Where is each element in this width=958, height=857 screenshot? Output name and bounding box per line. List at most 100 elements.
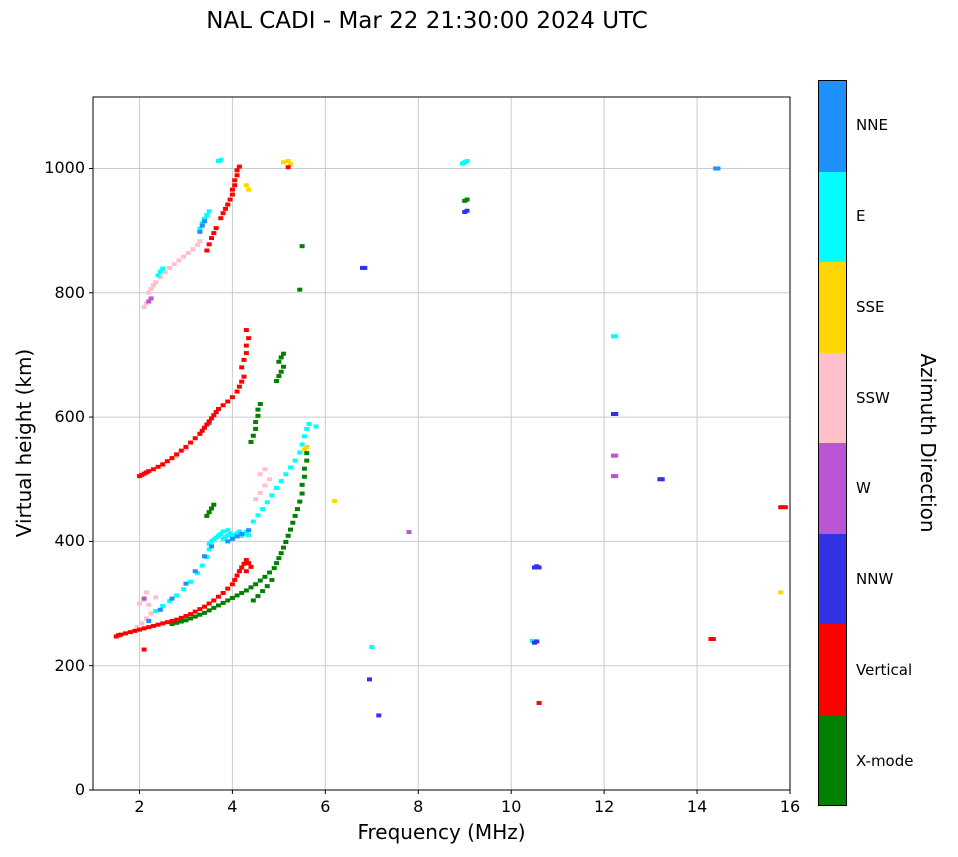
x-tick-label: 14 — [686, 797, 708, 816]
data-point-e — [155, 273, 161, 278]
data-point-x-mode — [188, 616, 194, 621]
data-point-e — [202, 216, 208, 221]
colorbar-title: Azimuth Direction — [916, 353, 940, 533]
data-point-e — [301, 434, 307, 439]
colorbar-label-nnw: NNW — [856, 570, 894, 589]
data-point-vertical — [232, 577, 238, 582]
data-point-x-mode — [278, 369, 284, 374]
data-point-vertical — [246, 336, 252, 341]
data-point-x-mode — [285, 533, 291, 538]
data-point-e — [464, 159, 470, 164]
data-point-vertical — [236, 384, 242, 389]
colorbar-segment-nne — [819, 81, 846, 172]
data-point-x-mode — [304, 451, 310, 456]
data-point-vertical — [243, 343, 249, 348]
data-point-vertical — [213, 226, 219, 231]
data-point-e — [220, 529, 226, 534]
data-point-vertical — [208, 236, 214, 241]
data-point-vertical — [192, 436, 198, 441]
data-point-vertical — [536, 700, 542, 705]
data-point-e — [260, 507, 266, 512]
colorbar-label-nne: NNE — [856, 116, 888, 135]
data-point-ssw — [257, 472, 263, 477]
data-point-ssw — [146, 290, 152, 295]
data-point-vertical — [192, 609, 198, 614]
data-point-e — [299, 442, 305, 447]
data-point-x-mode — [169, 622, 175, 627]
data-point-w — [148, 296, 154, 301]
data-point-x-mode — [183, 618, 189, 623]
data-point-vertical — [197, 431, 203, 436]
data-point-vertical — [239, 365, 245, 370]
data-point-vertical — [202, 425, 208, 430]
y-tick-label: 200 — [54, 655, 85, 675]
data-point-ssw — [176, 258, 182, 263]
data-point-x-mode — [202, 610, 208, 615]
data-point-x-mode — [229, 595, 235, 600]
data-point-vertical — [243, 569, 249, 574]
data-point-e — [153, 609, 159, 614]
data-point-ssw — [139, 621, 145, 626]
data-point-x-mode — [208, 506, 214, 511]
data-point-e — [304, 426, 310, 431]
plot-area — [89, 96, 791, 794]
data-point-e — [227, 531, 233, 536]
data-point-e — [218, 531, 224, 536]
colorbar-segment-ssw — [819, 352, 846, 443]
data-point-vertical — [215, 407, 221, 412]
data-point-x-mode — [178, 619, 184, 624]
data-point-vertical — [225, 202, 231, 207]
data-point-e — [204, 213, 210, 218]
data-point-e — [206, 541, 212, 546]
data-point-vertical — [169, 456, 175, 461]
data-point-vertical — [225, 586, 231, 591]
data-point-vertical — [211, 413, 217, 418]
data-point-nnw — [534, 639, 540, 644]
data-point-ssw — [162, 270, 168, 275]
data-point-ssw — [185, 251, 191, 256]
data-point-vertical — [204, 248, 210, 253]
data-point-vertical — [150, 623, 156, 628]
data-point-e — [206, 547, 212, 552]
data-point-x-mode — [297, 287, 303, 292]
data-point-vertical — [188, 440, 194, 445]
data-point-e — [250, 519, 256, 524]
data-point-x-mode — [174, 620, 180, 625]
chart-title: NAL CADI - Mar 22 21:30:00 2024 UTC — [206, 8, 648, 34]
data-point-vertical — [234, 173, 240, 178]
data-point-vertical — [211, 598, 217, 603]
data-point-x-mode — [271, 566, 277, 571]
data-point-sse — [243, 183, 249, 188]
data-point-x-mode — [464, 197, 470, 202]
data-point-x-mode — [192, 614, 198, 619]
data-point-e — [236, 529, 242, 534]
data-point-vertical — [188, 612, 194, 617]
data-point-vertical — [218, 216, 224, 221]
data-point-ssw — [262, 483, 268, 488]
data-point-vertical — [206, 601, 212, 606]
data-point-sse — [285, 159, 291, 164]
data-point-vertical — [232, 178, 238, 183]
data-point-vertical — [248, 564, 254, 569]
data-point-ssw — [267, 477, 273, 482]
data-point-vertical — [155, 464, 161, 469]
data-point-x-mode — [301, 474, 307, 479]
data-point-vertical — [227, 197, 233, 202]
data-point-e — [174, 593, 180, 598]
data-point-x-mode — [276, 556, 282, 561]
data-point-x-mode — [234, 593, 240, 598]
data-point-vertical — [174, 452, 180, 457]
data-point-e — [297, 450, 303, 455]
data-point-nne — [246, 528, 252, 533]
data-point-vertical — [178, 615, 184, 620]
data-point-x-mode — [255, 594, 261, 599]
data-point-vertical — [236, 569, 242, 574]
data-point-sse — [301, 447, 307, 452]
data-point-vertical — [132, 628, 138, 633]
data-point-nnw — [613, 411, 619, 416]
data-point-vertical — [225, 399, 231, 404]
data-point-vertical — [215, 594, 221, 599]
data-point-x-mode — [274, 379, 280, 384]
x-tick-label: 4 — [227, 797, 238, 816]
data-point-ssw — [150, 283, 156, 288]
